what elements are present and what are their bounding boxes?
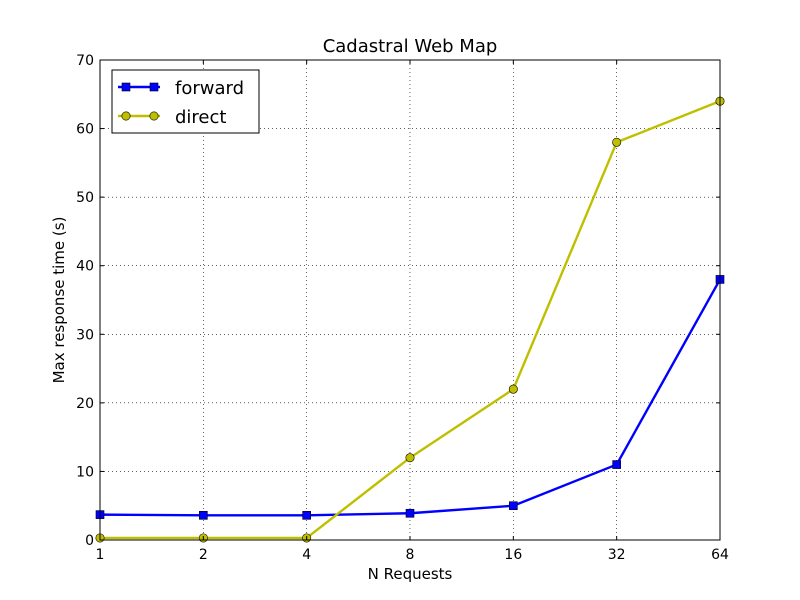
y-tick-label: 10 bbox=[76, 464, 94, 480]
legend-entry-forward: forward bbox=[118, 78, 244, 99]
data-point-forward bbox=[509, 501, 518, 511]
legend-box bbox=[111, 69, 260, 134]
legend-marker-direct bbox=[149, 111, 159, 121]
y-tick-label: 20 bbox=[76, 396, 94, 412]
data-point-forward bbox=[302, 511, 311, 520]
y-tick-label: 30 bbox=[76, 327, 94, 343]
data-point-direct bbox=[405, 453, 415, 463]
legend: forward direct bbox=[111, 69, 260, 134]
x-axis-label: N Requests bbox=[368, 565, 453, 583]
data-point-forward bbox=[405, 508, 415, 518]
legend-label-forward: forward bbox=[175, 78, 244, 99]
x-tick-label: 4 bbox=[302, 547, 311, 563]
legend-marker-forward bbox=[121, 82, 131, 92]
x-tick-label: 64 bbox=[711, 547, 729, 563]
data-point-forward bbox=[612, 460, 621, 469]
data-point-direct bbox=[612, 137, 622, 147]
y-tick-label: 60 bbox=[76, 122, 94, 138]
legend-entry-direct: direct bbox=[118, 107, 226, 128]
chart-title: Cadastral Web Map bbox=[323, 36, 498, 57]
x-tick-label: 1 bbox=[96, 547, 105, 563]
y-tick-label: 0 bbox=[85, 533, 94, 549]
y-axis-label: Max response time (s) bbox=[50, 217, 68, 384]
x-tick-label: 32 bbox=[608, 547, 626, 563]
y-tick-label: 70 bbox=[76, 53, 94, 69]
axis-ticks: 1 2 4 8 16 32 64 0 10 20 30 40 50 60 70 bbox=[76, 53, 729, 563]
y-tick-label: 50 bbox=[76, 190, 94, 206]
data-point-forward bbox=[199, 511, 208, 520]
x-tick-label: 8 bbox=[406, 547, 415, 563]
data-point-direct bbox=[508, 384, 518, 394]
legend-marker-direct bbox=[121, 111, 131, 121]
x-tick-label: 16 bbox=[504, 547, 522, 563]
x-tick-label: 2 bbox=[199, 547, 208, 563]
legend-label-direct: direct bbox=[175, 107, 226, 128]
legend-marker-forward bbox=[149, 82, 159, 92]
y-tick-label: 40 bbox=[76, 259, 94, 275]
